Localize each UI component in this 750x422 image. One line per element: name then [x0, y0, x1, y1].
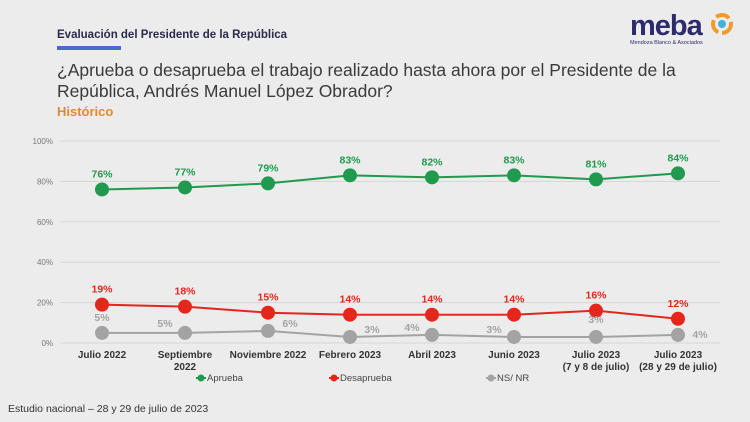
data-point	[261, 323, 275, 338]
data-label: 18%	[174, 286, 196, 298]
data-point	[343, 168, 357, 183]
data-label: 82%	[421, 156, 443, 168]
x-tick-label: (7 y 8 de julio)	[563, 362, 630, 373]
accent-bar	[57, 46, 121, 50]
data-label: 3%	[588, 314, 604, 326]
data-point	[671, 166, 685, 181]
data-point	[95, 297, 109, 312]
series-line-Aprueba	[101, 172, 679, 191]
y-tick-label: 60%	[37, 218, 53, 227]
x-tick-label: Noviembre 2022	[230, 350, 307, 361]
y-tick-label: 100%	[33, 137, 53, 146]
legend-entry: Desaprueba	[340, 373, 392, 384]
x-tick-label: 2022	[174, 362, 197, 373]
x-tick-label: Junio 2023	[488, 350, 540, 361]
series-line-NS/ NR	[102, 329, 679, 338]
data-point	[95, 325, 109, 340]
survey-question: ¿Aprueba o desaprueba el trabajo realiza…	[57, 60, 676, 101]
data-label: 5%	[94, 312, 110, 324]
data-label: 14%	[339, 294, 361, 306]
legend-entry: NS/ NR	[497, 373, 529, 384]
data-label: 84%	[667, 152, 689, 164]
legend-marker	[330, 374, 338, 382]
y-tick-label: 40%	[37, 258, 53, 267]
data-point	[589, 329, 603, 344]
data-label: 83%	[503, 154, 525, 166]
data-point	[95, 182, 109, 197]
x-tick-label: Julio 2023	[572, 350, 621, 361]
data-label: 12%	[667, 298, 689, 310]
data-label: 19%	[91, 284, 113, 296]
data-point	[589, 172, 603, 187]
x-tick-label: Abril 2023	[408, 350, 456, 361]
data-point	[589, 303, 603, 318]
data-label: 76%	[91, 168, 113, 180]
data-label: 14%	[503, 294, 525, 306]
data-label: 81%	[585, 158, 607, 170]
y-tick-label: 80%	[37, 177, 53, 186]
data-point	[507, 329, 521, 344]
x-tick-label: Septiembre	[158, 350, 213, 361]
section-label: Histórico	[57, 104, 114, 119]
logo-swirl-icon	[711, 13, 733, 35]
data-point	[261, 305, 275, 320]
data-label: 3%	[364, 324, 380, 336]
data-point	[178, 180, 192, 195]
data-point	[178, 299, 192, 314]
logo-tagline: Mendoza Blanco & Asociados	[630, 40, 703, 46]
y-tick-label: 0%	[41, 339, 53, 348]
data-label: 83%	[339, 154, 361, 166]
data-point	[425, 327, 439, 342]
series-line-Desaprueba	[101, 303, 679, 320]
data-label: 4%	[692, 329, 708, 341]
data-point	[425, 307, 439, 322]
line-chart: 0% 20% 40% 60% 80% 100% Julio 2022 Septiembre20…	[33, 137, 720, 384]
x-tick-label: Febrero 2023	[319, 350, 382, 361]
data-label: 6%	[282, 318, 298, 330]
data-point	[507, 168, 521, 183]
report-subtitle: Evaluación del Presidente de la Repúblic…	[57, 29, 288, 41]
data-point	[178, 325, 192, 340]
data-label: 79%	[257, 162, 279, 174]
footer-note: Estudio nacional – 28 y 29 de julio de 2…	[8, 403, 209, 415]
x-tick-label: Julio 2023	[654, 350, 703, 361]
data-point	[507, 307, 521, 322]
data-label: 5%	[157, 318, 173, 330]
data-point	[671, 327, 685, 342]
logo-wordmark: meba	[630, 10, 703, 42]
meba-logo: meba Mendoza Blanco & Asociados	[630, 12, 740, 48]
legend-marker	[487, 374, 495, 382]
data-point	[343, 329, 357, 344]
data-label: 3%	[486, 324, 502, 336]
x-tick-label: Julio 2022	[78, 350, 127, 361]
x-tick-label: (28 y 29 de julio)	[639, 362, 717, 373]
data-label: 4%	[404, 322, 420, 334]
legend-marker	[197, 374, 205, 382]
data-label: 15%	[257, 292, 279, 304]
y-tick-label: 20%	[37, 299, 53, 308]
data-point	[425, 170, 439, 185]
data-label: 77%	[174, 166, 196, 178]
data-point	[343, 307, 357, 322]
data-label: 14%	[421, 294, 443, 306]
data-point	[671, 311, 685, 326]
legend-entry: Aprueba	[207, 373, 244, 384]
data-point	[261, 176, 275, 191]
data-label: 16%	[585, 290, 607, 302]
